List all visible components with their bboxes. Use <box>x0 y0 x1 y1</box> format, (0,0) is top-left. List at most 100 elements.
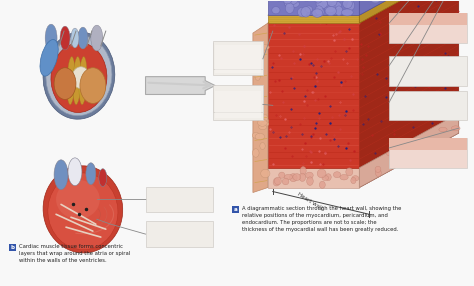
Polygon shape <box>268 15 359 23</box>
Bar <box>389 90 466 120</box>
Polygon shape <box>359 113 459 188</box>
Bar <box>213 41 263 69</box>
Text: b: b <box>11 245 15 250</box>
Ellipse shape <box>417 147 425 155</box>
Ellipse shape <box>375 169 381 176</box>
Bar <box>213 89 263 120</box>
Ellipse shape <box>451 126 460 131</box>
Ellipse shape <box>274 177 282 185</box>
Text: Heart wall: Heart wall <box>296 191 323 210</box>
Ellipse shape <box>255 98 263 103</box>
Bar <box>146 221 213 247</box>
Ellipse shape <box>252 132 260 138</box>
Ellipse shape <box>351 178 356 184</box>
Bar <box>389 138 466 168</box>
Ellipse shape <box>260 143 265 149</box>
Text: Cardiac muscle tissue forms concentric
layers that wrap around the atria or spir: Cardiac muscle tissue forms concentric l… <box>19 244 130 263</box>
Ellipse shape <box>312 9 323 17</box>
Ellipse shape <box>261 121 269 126</box>
Ellipse shape <box>43 166 123 253</box>
Ellipse shape <box>286 0 298 5</box>
Ellipse shape <box>325 7 337 15</box>
Ellipse shape <box>284 174 293 179</box>
Ellipse shape <box>45 24 57 52</box>
Ellipse shape <box>322 176 328 180</box>
Ellipse shape <box>272 7 280 14</box>
Bar <box>389 56 466 86</box>
Ellipse shape <box>258 115 267 120</box>
Bar <box>389 13 466 43</box>
Bar <box>232 206 239 213</box>
Bar <box>389 138 466 150</box>
Ellipse shape <box>347 0 355 11</box>
Ellipse shape <box>318 0 328 8</box>
Ellipse shape <box>257 119 267 126</box>
Ellipse shape <box>71 28 79 48</box>
Ellipse shape <box>279 172 285 178</box>
Ellipse shape <box>259 124 267 130</box>
Ellipse shape <box>80 68 106 103</box>
Ellipse shape <box>40 39 58 76</box>
Ellipse shape <box>253 149 259 157</box>
Ellipse shape <box>327 0 335 6</box>
Ellipse shape <box>294 0 301 2</box>
Ellipse shape <box>283 0 292 4</box>
Ellipse shape <box>299 173 306 181</box>
Polygon shape <box>268 0 459 15</box>
Ellipse shape <box>317 169 326 178</box>
Ellipse shape <box>273 178 280 186</box>
Bar <box>213 43 263 75</box>
Bar <box>9 244 16 251</box>
Ellipse shape <box>316 0 328 9</box>
Ellipse shape <box>91 25 103 51</box>
Ellipse shape <box>251 111 261 119</box>
Bar <box>215 45 261 73</box>
Ellipse shape <box>283 178 289 185</box>
Ellipse shape <box>43 32 115 119</box>
Polygon shape <box>268 23 359 168</box>
Ellipse shape <box>260 45 269 50</box>
Ellipse shape <box>343 0 352 8</box>
Ellipse shape <box>375 166 381 172</box>
Ellipse shape <box>86 163 96 184</box>
Ellipse shape <box>319 181 325 188</box>
Ellipse shape <box>326 174 331 180</box>
Ellipse shape <box>54 68 76 100</box>
Ellipse shape <box>322 0 330 7</box>
Ellipse shape <box>316 7 324 16</box>
Ellipse shape <box>290 174 297 182</box>
Ellipse shape <box>284 0 295 7</box>
Ellipse shape <box>99 169 107 186</box>
Polygon shape <box>268 0 359 15</box>
Ellipse shape <box>73 57 81 105</box>
Ellipse shape <box>255 73 260 80</box>
Ellipse shape <box>54 160 68 190</box>
Ellipse shape <box>261 169 270 178</box>
Ellipse shape <box>72 67 90 89</box>
Ellipse shape <box>67 57 75 105</box>
Ellipse shape <box>305 6 312 12</box>
Ellipse shape <box>386 152 395 156</box>
Bar <box>213 85 263 112</box>
Ellipse shape <box>399 153 407 158</box>
Ellipse shape <box>261 114 268 122</box>
Ellipse shape <box>340 174 348 180</box>
Bar <box>146 186 213 212</box>
Ellipse shape <box>335 6 343 15</box>
Ellipse shape <box>68 158 82 186</box>
Ellipse shape <box>325 4 336 13</box>
Ellipse shape <box>285 3 294 13</box>
Ellipse shape <box>253 114 262 120</box>
FancyArrowPatch shape <box>148 82 210 88</box>
Text: A diagrammatic section through the heart wall, showing the
relative positions of: A diagrammatic section through the heart… <box>242 206 401 233</box>
Ellipse shape <box>275 0 284 1</box>
Bar <box>389 13 466 25</box>
Ellipse shape <box>300 166 306 175</box>
Ellipse shape <box>346 168 353 176</box>
Polygon shape <box>268 0 459 23</box>
Ellipse shape <box>315 6 323 15</box>
Ellipse shape <box>48 173 118 250</box>
Ellipse shape <box>371 0 380 3</box>
Text: a: a <box>234 207 237 212</box>
Ellipse shape <box>306 172 313 178</box>
